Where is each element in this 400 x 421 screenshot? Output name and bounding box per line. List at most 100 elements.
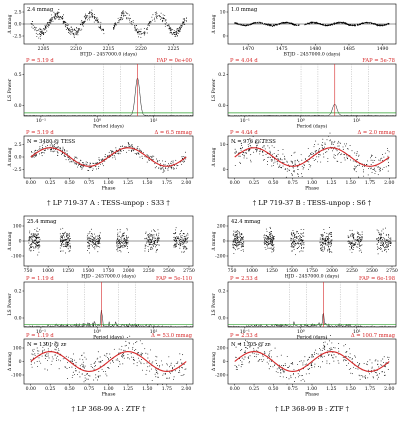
lightcurve-point — [376, 238, 378, 240]
lightcurve-point — [121, 246, 123, 247]
phased-point — [311, 152, 313, 154]
phased-point — [95, 162, 97, 164]
phased-point — [313, 146, 315, 148]
lightcurve-point — [233, 246, 235, 248]
phased-point — [167, 377, 169, 379]
phased-point — [281, 167, 283, 169]
phased-point — [374, 372, 376, 373]
phased-point — [61, 152, 63, 154]
phased-point — [377, 364, 379, 366]
phased-point — [34, 362, 36, 364]
lightcurve-point — [326, 236, 327, 238]
lightcurve-point — [182, 243, 184, 245]
phased-point — [174, 168, 175, 170]
lightcurve-point — [69, 30, 71, 32]
lightcurve-point — [152, 14, 154, 16]
lightcurve-point — [77, 32, 79, 34]
panel-caption: † LP 719-37 B : TESS-unpop : S6 † — [253, 199, 372, 207]
lightcurve-point — [238, 241, 240, 243]
phased-point — [86, 164, 88, 166]
phased-point — [125, 340, 127, 342]
phased-point — [149, 155, 151, 157]
phased-point — [347, 362, 349, 364]
lightcurve-point — [273, 238, 275, 240]
phased-point — [116, 358, 118, 360]
lightcurve-point — [328, 233, 330, 235]
phased-point — [175, 159, 177, 161]
lightcurve-point — [149, 235, 151, 237]
phased-point — [183, 161, 184, 163]
phased-point — [317, 161, 318, 163]
lightcurve-point — [33, 233, 35, 235]
phased-point — [245, 152, 247, 154]
lightcurve-point — [63, 239, 65, 241]
phased-point — [51, 144, 53, 146]
phased-point — [338, 342, 340, 344]
lightcurve-point — [292, 246, 294, 247]
phased-point — [328, 149, 329, 151]
lightcurve-point — [144, 31, 146, 33]
phased-point — [343, 345, 345, 347]
lightcurve-point — [49, 21, 50, 23]
phased-point — [97, 357, 99, 359]
lightcurve-point — [241, 236, 243, 238]
lightcurve-point — [180, 237, 182, 238]
phased-point — [329, 335, 331, 336]
lightcurve-point — [36, 242, 38, 244]
phased-point — [158, 160, 160, 162]
phased-point — [358, 176, 360, 178]
phased-point — [313, 356, 314, 358]
phased-point — [304, 356, 306, 358]
lightcurve-point — [62, 233, 64, 235]
lightcurve-point — [337, 22, 339, 24]
phased-point — [279, 164, 281, 166]
phased-point — [52, 358, 54, 360]
phased-point — [82, 365, 84, 367]
phased-point — [350, 372, 352, 374]
phased-count-label: N = 976 @ TESS — [231, 138, 276, 145]
phased-point — [358, 364, 360, 366]
phased-point — [74, 162, 76, 163]
lightcurve-point — [236, 245, 238, 247]
phased-point — [292, 362, 293, 363]
lightcurve-point — [61, 241, 63, 243]
phased-point — [72, 374, 74, 376]
lightcurve-point — [382, 245, 384, 247]
lightcurve-point — [266, 236, 268, 237]
phased-xtick-label: 2.00 — [181, 180, 191, 186]
phased-point — [267, 157, 269, 158]
phased-xtick-label: 1.75 — [365, 386, 375, 392]
lightcurve-point — [347, 241, 349, 242]
phased-point — [279, 376, 281, 378]
lightcurve-point — [132, 21, 134, 23]
lightcurve-point — [352, 235, 354, 237]
lightcurve-point — [38, 29, 40, 31]
lightcurve-point — [270, 25, 272, 27]
lightcurve-point — [183, 248, 185, 250]
lightcurve-point — [324, 249, 326, 251]
phased-point — [308, 155, 310, 157]
phased-point — [263, 145, 265, 147]
lightcurve-point — [138, 36, 140, 38]
phased-point — [147, 155, 149, 157]
lightcurve-point — [63, 243, 65, 245]
lightcurve-point — [36, 230, 37, 232]
phased-point — [234, 152, 236, 154]
phased-point — [139, 156, 141, 158]
lightcurve-point — [50, 14, 52, 16]
lightcurve-point — [302, 233, 304, 234]
phased-point — [335, 148, 337, 150]
lightcurve-point — [147, 24, 149, 26]
phased-point — [155, 372, 157, 374]
lightcurve-point — [62, 250, 64, 252]
phased-point — [132, 347, 134, 349]
lightcurve-point — [93, 233, 95, 235]
lightcurve-point — [144, 246, 146, 248]
lightcurve-point — [325, 24, 327, 26]
phased-point — [283, 370, 285, 372]
phased-point — [141, 359, 143, 360]
lightcurve-point — [180, 24, 182, 26]
phased-point — [38, 350, 40, 352]
phased-point — [261, 354, 263, 356]
phased-point — [98, 157, 100, 159]
